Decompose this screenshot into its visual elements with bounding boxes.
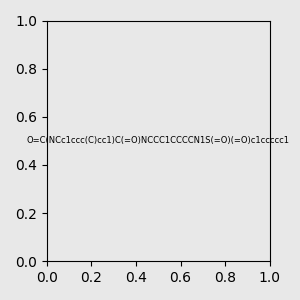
Text: O=C(NCc1ccc(C)cc1)C(=O)NCCC1CCCCN1S(=O)(=O)c1ccccc1: O=C(NCc1ccc(C)cc1)C(=O)NCCC1CCCCN1S(=O)(… [27,136,290,146]
